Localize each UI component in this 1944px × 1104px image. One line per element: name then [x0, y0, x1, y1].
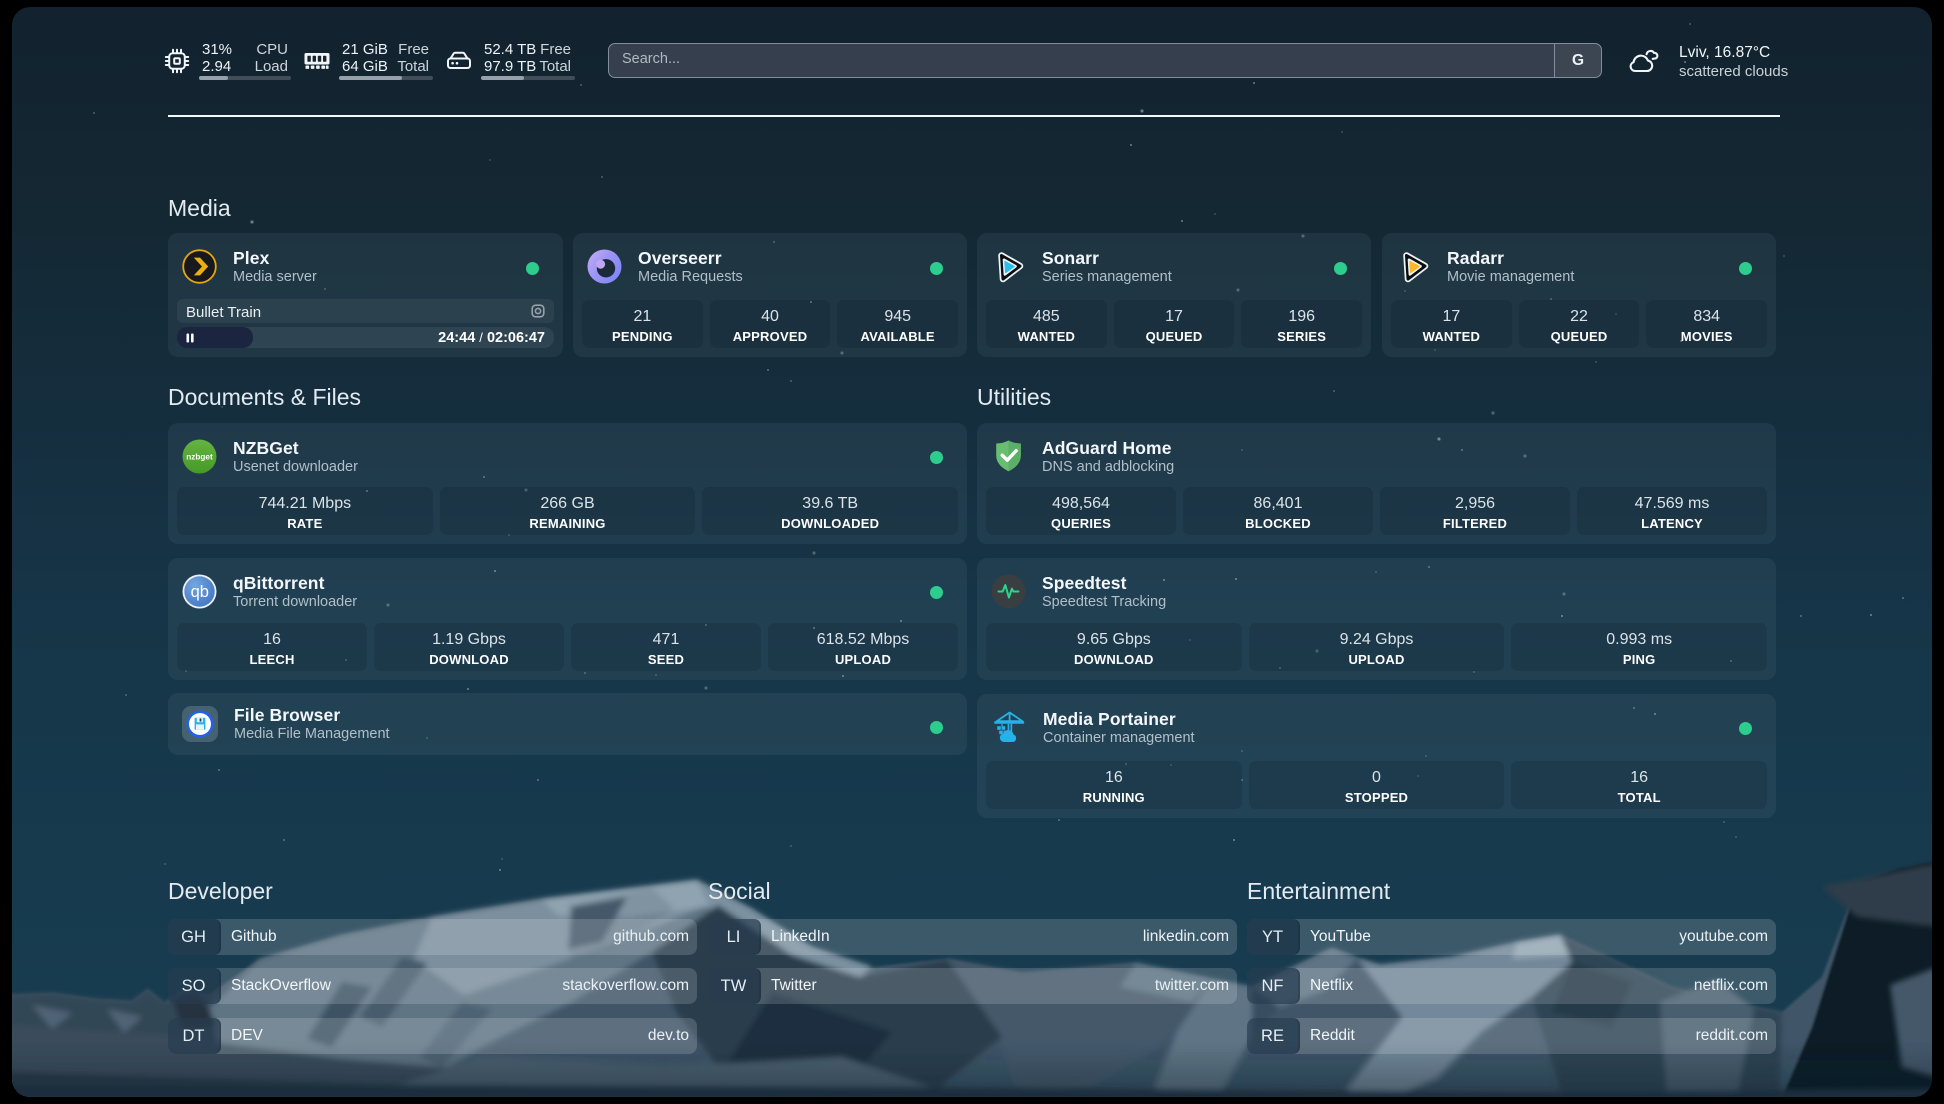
svg-text:nzbget: nzbget [186, 453, 213, 462]
svg-text:qb: qb [191, 583, 209, 601]
